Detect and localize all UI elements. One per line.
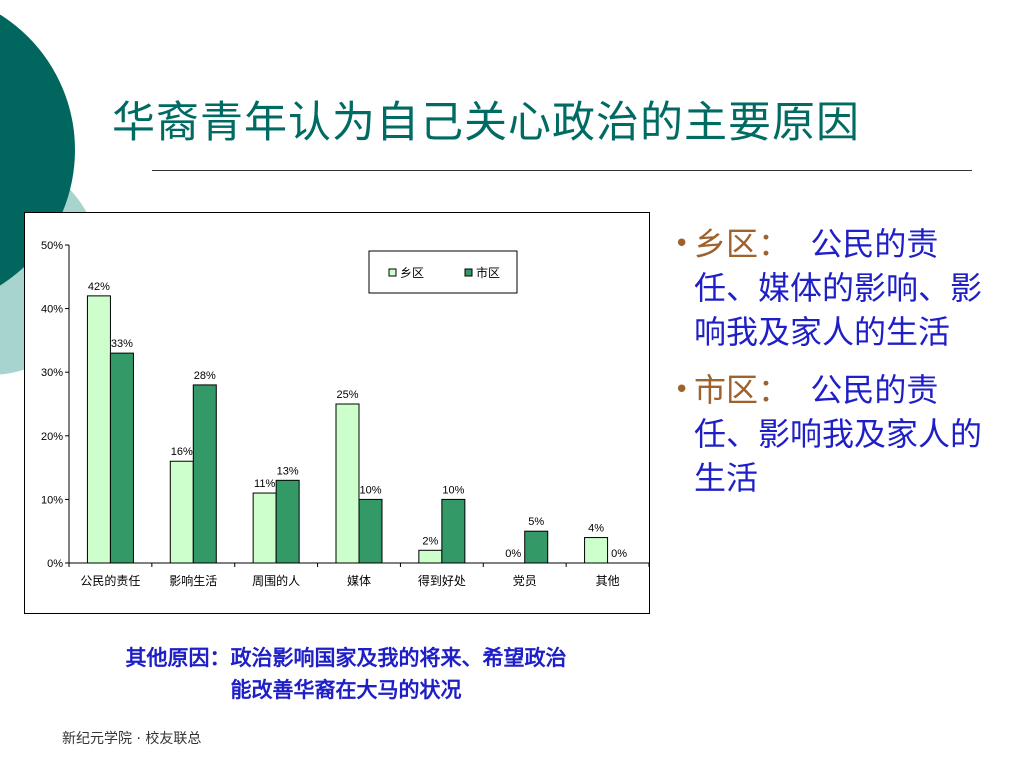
y-tick-label: 40%: [41, 304, 63, 316]
legend-swatch: [388, 268, 397, 277]
bar-chart: 0% 10% 20% 30% 40% 50% 公民的责任 影响生活 周围的人 媒体 得到好处 党员 其他…: [41, 240, 649, 588]
bullet-rural: • 乡区： 公民的责任、媒体的影响、影响我及家人的生活: [672, 222, 992, 354]
data-label: 0%: [505, 548, 521, 560]
bar-urban: [524, 530, 549, 564]
footer: 新纪元学院 · 校友联总: [62, 731, 202, 747]
bar-rural: [86, 295, 111, 564]
data-label: 4%: [588, 523, 604, 535]
chart-axes: 0% 10% 20% 30% 40% 50% 公民的责任 影响生活 周围的人 媒体 得到好处 党员 其他: [41, 240, 649, 588]
legend-swatch: [464, 268, 473, 277]
bar-rural: [335, 403, 360, 564]
bar-urban: [109, 352, 134, 564]
chart-frame: 0% 10% 20% 30% 40% 50% 公民的责任 影响生活 周围的人 媒体 得到好处 党员 其他…: [24, 212, 650, 614]
bar-urban: [358, 498, 383, 564]
title-divider: [152, 170, 972, 171]
bullet-dot-icon: •: [674, 229, 690, 259]
data-label: 33%: [111, 338, 133, 350]
chart-legend: 乡区 市区: [368, 250, 518, 294]
y-tick-label: 0%: [47, 558, 63, 570]
bullet-rural-head: 乡区: [694, 225, 759, 263]
bullet-rural-body: 公民的责任、媒体的影响、影响我及家人的生活: [694, 225, 983, 351]
data-label: 10%: [359, 484, 381, 496]
bar-rural: [252, 492, 277, 564]
bullet-urban: • 市区： 公民的责任、影响我及家人的生活: [672, 368, 992, 500]
bar-rural: [418, 549, 443, 564]
other-reasons-line2: 能改善华裔在大马的状况: [230, 677, 462, 702]
y-tick-label: 20%: [41, 431, 63, 443]
data-label: 11%: [254, 478, 275, 490]
bullet-dot-icon: •: [674, 375, 690, 405]
chart-bars: [86, 295, 609, 564]
data-label: 10%: [442, 484, 464, 496]
data-label: 16%: [171, 446, 193, 458]
x-tick-label: 周围的人: [252, 573, 300, 588]
y-tick-label: 50%: [41, 240, 63, 252]
y-tick-label: 30%: [41, 367, 63, 379]
chart-data-labels: 42% 16% 11% 25% 2% 0% 4% 33% 28% 13% 10% 10% 5% 0%: [88, 281, 627, 560]
page-title: 华裔青年认为自己关心政治的主要原因: [112, 98, 860, 148]
legend-box: [368, 250, 518, 294]
data-label: 0%: [611, 548, 627, 560]
data-label: 25%: [336, 389, 358, 401]
bullet-urban-body: 公民的责任、影响我及家人的生活: [694, 371, 983, 497]
other-reasons: 其他原因：政治影响国家及我的将来、希望政治 能改善华裔在大马的状况: [30, 642, 662, 706]
x-tick-label: 得到好处: [418, 573, 466, 588]
other-reasons-line1: 其他原因：政治影响国家及我的将来、希望政治: [125, 645, 567, 670]
x-tick-label: 党员: [513, 573, 537, 588]
legend-label: 市区: [476, 265, 500, 280]
bar-rural: [584, 537, 609, 564]
bar-urban: [441, 498, 466, 564]
bullet-urban-head: 市区: [694, 371, 759, 409]
bullet-list: • 乡区： 公民的责任、媒体的影响、影响我及家人的生活 • 市区： 公民的责任、…: [672, 222, 992, 514]
data-label: 28%: [194, 370, 216, 382]
bar-urban: [192, 384, 217, 564]
bar-urban: [275, 479, 300, 564]
x-tick-label: 其他: [596, 574, 620, 588]
legend-label: 乡区: [400, 266, 424, 280]
x-tick-label: 影响生活: [169, 573, 217, 588]
x-tick-label: 公民的责任: [80, 573, 140, 588]
data-label: 2%: [422, 535, 438, 547]
bullet-rural-sep: ：: [758, 225, 791, 263]
y-tick-label: 10%: [41, 494, 63, 506]
data-label: 42%: [88, 281, 110, 293]
x-tick-label: 媒体: [347, 574, 371, 588]
bullet-urban-sep: ：: [758, 371, 791, 409]
data-label: 5%: [528, 516, 544, 528]
data-label: 13%: [277, 465, 299, 477]
bar-rural: [169, 460, 194, 564]
